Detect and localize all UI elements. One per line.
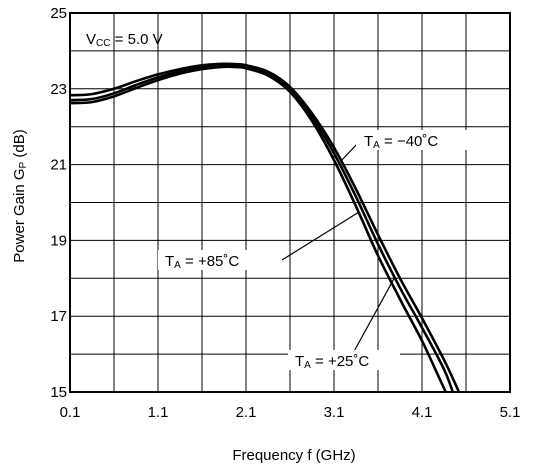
label-minus-40-bg xyxy=(356,130,478,150)
x-tick-label: 1.1 xyxy=(148,404,169,421)
label-plus-25-bg xyxy=(288,350,400,370)
x-tick-label: 0.1 xyxy=(60,404,81,421)
y-tick-label: 15 xyxy=(50,384,67,401)
annotation-leaders xyxy=(281,142,396,356)
plot-frame xyxy=(69,12,511,393)
x-tick-label: 2.1 xyxy=(236,404,257,421)
leader-plus-85 xyxy=(281,211,359,261)
y-tick-label: 25 xyxy=(50,5,67,22)
series-line-0 xyxy=(69,62,461,393)
y-tick-label: 19 xyxy=(50,232,67,249)
x-tick-label: 4.1 xyxy=(412,404,433,421)
label-minus-40-text: TA = −40˚C xyxy=(364,133,438,151)
y-axis-label: Power Gain GP (dB) xyxy=(11,129,29,262)
label-plus-25: TA = +25˚C xyxy=(288,350,400,371)
label-minus-40: TA = −40˚C xyxy=(356,130,478,151)
x-tick-label: 3.1 xyxy=(324,404,345,421)
y-tick-label: 23 xyxy=(50,81,67,98)
label-plus-25-text: TA = +25˚C xyxy=(295,353,369,371)
leader-minus-40 xyxy=(340,142,359,162)
label-plus-85-bg xyxy=(158,250,282,270)
y-tick-label: 21 xyxy=(50,157,67,174)
leader-plus-25 xyxy=(351,277,396,356)
grid-lines xyxy=(70,13,510,392)
y-tick-label: 17 xyxy=(50,308,67,325)
label-plus-85: TA = +85˚C xyxy=(158,250,282,271)
series-line-1 xyxy=(69,63,455,393)
series-curves xyxy=(69,62,461,393)
x-tick-label: 5.1 xyxy=(500,404,521,421)
x-axis-label: Frequency f (GHz) xyxy=(232,447,355,464)
condition-label: VCC = 5.0 V xyxy=(86,31,163,49)
series-line-2 xyxy=(69,65,447,393)
tick-labels: 0.1 1.1 2.1 3.1 4.1 5.1 15 17 19 21 23 25 xyxy=(50,5,520,421)
label-plus-85-text: TA = +85˚C xyxy=(165,253,239,271)
